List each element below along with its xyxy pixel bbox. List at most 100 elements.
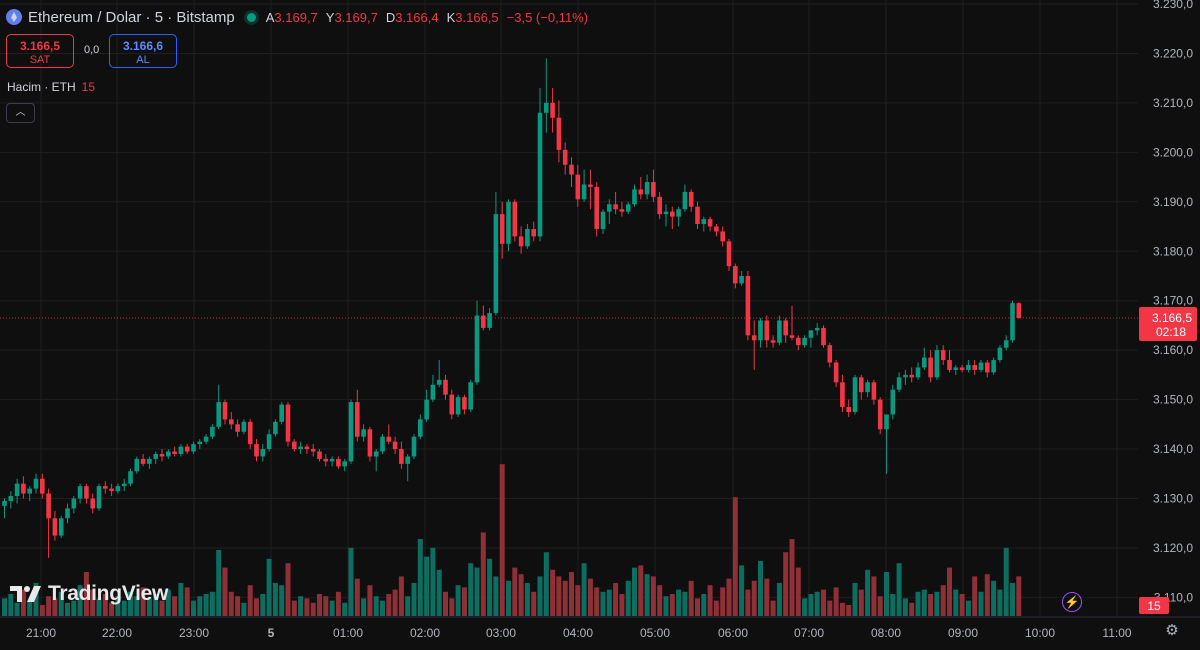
candle-body	[191, 444, 196, 452]
volume-bar	[909, 602, 915, 616]
volume-bar	[342, 602, 348, 616]
candle-body	[808, 330, 814, 338]
candle-body	[115, 486, 121, 492]
symbol-title[interactable]: Ethereum / Dolar · 5 · Bitstamp	[28, 8, 235, 26]
candle-body	[405, 456, 410, 464]
candle-body	[21, 483, 26, 494]
volume-bar	[178, 583, 184, 616]
sell-button[interactable]: 3.166,5 SAT	[6, 34, 74, 68]
collapse-legend-button[interactable]: ︿	[6, 103, 35, 123]
volume-bar	[600, 591, 606, 616]
candle-body	[701, 219, 707, 225]
ethereum-icon	[6, 9, 22, 25]
volume-bar	[209, 591, 215, 616]
candle-body	[52, 518, 58, 536]
volume-indicator-label: Hacim · ETH	[7, 80, 76, 94]
candle-body	[720, 231, 725, 242]
volume-bar	[272, 583, 278, 616]
volume-bar	[783, 552, 789, 616]
candle-body	[247, 421, 253, 445]
candle-body	[241, 421, 247, 432]
candle-body	[909, 374, 914, 378]
candle-body	[33, 478, 39, 489]
volume-bar	[877, 596, 883, 616]
candle-body	[310, 449, 316, 452]
volume-bar	[764, 578, 770, 616]
candle-body	[751, 335, 757, 341]
candle-body	[518, 236, 524, 247]
volume-bar	[884, 572, 889, 616]
volume-bar	[619, 594, 625, 616]
gear-icon[interactable]: ⚙	[1165, 622, 1179, 639]
candle-body	[739, 275, 744, 284]
volume-bar	[902, 598, 908, 616]
volume-bar	[90, 589, 96, 616]
volume-bar	[77, 585, 83, 616]
candle-body	[468, 382, 473, 410]
volume-bar	[512, 567, 518, 616]
candle-body	[733, 266, 738, 284]
candle-body	[436, 379, 442, 385]
lightning-icon[interactable]: ⚡	[1062, 592, 1082, 612]
candle-body	[279, 404, 284, 422]
candle-body	[40, 478, 45, 494]
volume-bar	[663, 596, 669, 616]
candle-body	[928, 357, 933, 378]
volume-bar	[928, 594, 934, 616]
candle-body	[814, 327, 820, 331]
volume-bar	[821, 589, 826, 616]
volume-indicator-legend[interactable]: Hacim · ETH 15	[7, 80, 95, 94]
candle-body	[46, 493, 51, 519]
volume-bar	[524, 583, 530, 616]
volume-bar	[1010, 583, 1015, 616]
candle-body	[178, 446, 184, 454]
candle-body	[285, 404, 291, 442]
x-tick-label: 11:00	[1102, 626, 1131, 640]
candle-body	[430, 384, 436, 400]
volume-bar	[543, 552, 549, 616]
volume-bar	[266, 558, 272, 616]
candle-body	[153, 453, 158, 459]
buy-button[interactable]: 3.166,6 AL	[109, 34, 177, 68]
candle-body	[651, 182, 656, 197]
volume-bar	[550, 569, 556, 616]
candle-body	[342, 461, 347, 467]
volume-bar	[222, 567, 228, 616]
candle-body	[298, 446, 303, 450]
volume-bar	[695, 598, 700, 616]
ohlc-open-key: A	[265, 9, 275, 25]
volume-bar	[83, 572, 89, 616]
volume-bar	[298, 596, 304, 616]
volume-bar	[329, 600, 335, 616]
candle-body	[266, 434, 272, 450]
volume-bar	[795, 567, 801, 616]
candle-body	[575, 174, 581, 200]
chart-header: Ethereum / Dolar · 5 · Bitstamp A3.169,7…	[6, 7, 588, 27]
candle-body	[525, 228, 530, 247]
candle-body	[2, 500, 7, 506]
ohlc-readout: A3.169,7 Y3.169,7 D3.166,4 K3.166,5 −3,5…	[266, 10, 588, 25]
candle-body	[997, 347, 1003, 361]
candle-body	[896, 377, 902, 390]
candle-body	[336, 458, 341, 467]
candle-body	[392, 441, 398, 450]
candle-body	[159, 453, 165, 457]
volume-bar	[758, 561, 763, 616]
volume-tag-label: 15	[1147, 599, 1161, 613]
candle-body	[1003, 340, 1009, 348]
candle-body	[292, 441, 297, 450]
candle-body	[203, 436, 209, 442]
chevron-up-icon: ︿	[15, 107, 26, 118]
volume-bar	[707, 585, 713, 616]
tradingview-logo[interactable]: TradingView	[10, 582, 168, 606]
candle-body	[121, 483, 127, 487]
candle-body	[229, 419, 234, 425]
volume-bar	[732, 497, 738, 616]
volume-bar	[14, 602, 20, 616]
volume-bar	[33, 583, 39, 616]
volume-tag	[1139, 597, 1169, 614]
volume-bar	[814, 591, 820, 616]
candle-body	[355, 402, 360, 437]
candles	[2, 58, 1022, 558]
